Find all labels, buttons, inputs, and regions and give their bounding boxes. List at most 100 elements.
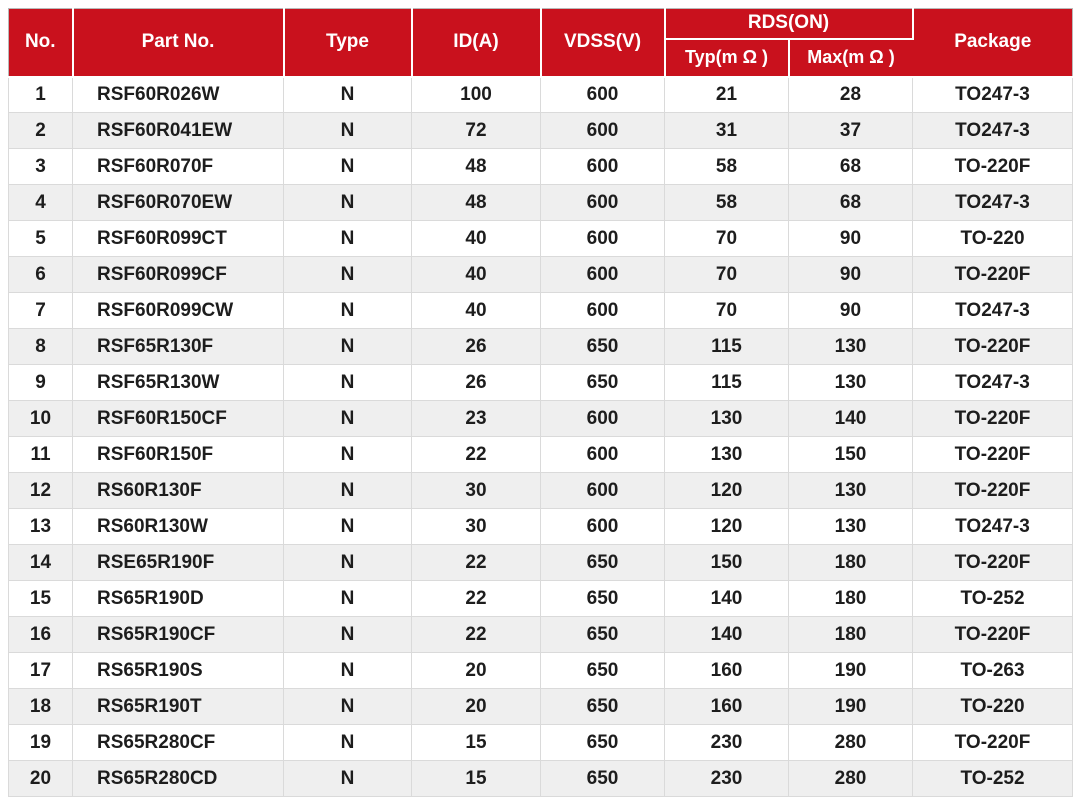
cell-rds-max: 90 <box>788 292 913 329</box>
cell-type: N <box>283 148 412 185</box>
cell-package: TO-220F <box>912 472 1073 509</box>
cell-package: TO-220F <box>912 256 1073 293</box>
col-header-package: Package <box>912 8 1073 78</box>
cell-id-a: 20 <box>411 652 541 689</box>
cell-type: N <box>283 364 412 401</box>
cell-rds-typ: 70 <box>664 256 789 293</box>
cell-part-no: RS65R190S <box>72 652 284 689</box>
cell-type: N <box>283 760 412 797</box>
cell-no: 6 <box>8 256 73 293</box>
cell-part-no: RS65R280CD <box>72 760 284 797</box>
cell-rds-typ: 58 <box>664 148 789 185</box>
cell-type: N <box>283 400 412 437</box>
cell-no: 5 <box>8 220 73 257</box>
cell-rds-typ: 120 <box>664 508 789 545</box>
cell-type: N <box>283 184 412 221</box>
cell-rds-typ: 150 <box>664 544 789 581</box>
cell-type: N <box>283 616 412 653</box>
cell-package: TO-252 <box>912 580 1073 617</box>
table-row: 16 RS65R190CF N 22 650 140 180 TO-220F <box>8 616 1073 653</box>
table-row: 13 RS60R130W N 30 600 120 130 TO247-3 <box>8 508 1073 545</box>
cell-id-a: 72 <box>411 112 541 149</box>
cell-vdss-v: 600 <box>540 184 665 221</box>
cell-rds-max: 28 <box>788 76 913 113</box>
cell-vdss-v: 650 <box>540 760 665 797</box>
cell-type: N <box>283 76 412 113</box>
cell-id-a: 22 <box>411 544 541 581</box>
cell-no: 7 <box>8 292 73 329</box>
cell-no: 15 <box>8 580 73 617</box>
cell-rds-typ: 58 <box>664 184 789 221</box>
table-row: 4 RSF60R070EW N 48 600 58 68 TO247-3 <box>8 184 1073 221</box>
cell-type: N <box>283 688 412 725</box>
cell-type: N <box>283 508 412 545</box>
cell-rds-typ: 115 <box>664 328 789 365</box>
cell-type: N <box>283 256 412 293</box>
cell-package: TO-252 <box>912 760 1073 797</box>
mosfet-parts-table: No. Part No. Type ID(A) VDSS(V) RDS(ON) … <box>8 8 1073 797</box>
cell-type: N <box>283 652 412 689</box>
cell-id-a: 48 <box>411 184 541 221</box>
cell-rds-typ: 230 <box>664 724 789 761</box>
cell-package: TO-220F <box>912 436 1073 473</box>
cell-part-no: RS65R280CF <box>72 724 284 761</box>
cell-part-no: RS65R190T <box>72 688 284 725</box>
cell-rds-max: 130 <box>788 328 913 365</box>
cell-vdss-v: 600 <box>540 400 665 437</box>
cell-type: N <box>283 328 412 365</box>
table-row: 2 RSF60R041EW N 72 600 31 37 TO247-3 <box>8 112 1073 149</box>
cell-package: TO-220F <box>912 148 1073 185</box>
cell-rds-max: 180 <box>788 544 913 581</box>
cell-part-no: RS60R130F <box>72 472 284 509</box>
cell-type: N <box>283 220 412 257</box>
table-row: 12 RS60R130F N 30 600 120 130 TO-220F <box>8 472 1073 509</box>
cell-part-no: RSF60R099CF <box>72 256 284 293</box>
cell-id-a: 30 <box>411 472 541 509</box>
cell-no: 3 <box>8 148 73 185</box>
cell-vdss-v: 650 <box>540 652 665 689</box>
cell-package: TO247-3 <box>912 76 1073 113</box>
cell-part-no: RS60R130W <box>72 508 284 545</box>
table-row: 7 RSF60R099CW N 40 600 70 90 TO247-3 <box>8 292 1073 329</box>
cell-no: 9 <box>8 364 73 401</box>
table-row: 18 RS65R190T N 20 650 160 190 TO-220 <box>8 688 1073 725</box>
cell-no: 10 <box>8 400 73 437</box>
cell-id-a: 40 <box>411 292 541 329</box>
cell-rds-max: 180 <box>788 580 913 617</box>
table-row: 17 RS65R190S N 20 650 160 190 TO-263 <box>8 652 1073 689</box>
cell-rds-typ: 70 <box>664 220 789 257</box>
cell-rds-max: 37 <box>788 112 913 149</box>
cell-no: 4 <box>8 184 73 221</box>
cell-part-no: RSF65R130W <box>72 364 284 401</box>
cell-rds-typ: 160 <box>664 652 789 689</box>
cell-id-a: 22 <box>411 436 541 473</box>
cell-id-a: 15 <box>411 760 541 797</box>
cell-id-a: 22 <box>411 616 541 653</box>
cell-id-a: 100 <box>411 76 541 113</box>
cell-id-a: 15 <box>411 724 541 761</box>
table-row: 5 RSF60R099CT N 40 600 70 90 TO-220 <box>8 220 1073 257</box>
cell-part-no: RSF60R150CF <box>72 400 284 437</box>
cell-no: 19 <box>8 724 73 761</box>
cell-vdss-v: 600 <box>540 148 665 185</box>
cell-rds-max: 90 <box>788 256 913 293</box>
cell-package: TO-220F <box>912 724 1073 761</box>
cell-rds-typ: 140 <box>664 580 789 617</box>
cell-vdss-v: 650 <box>540 544 665 581</box>
cell-vdss-v: 650 <box>540 580 665 617</box>
cell-vdss-v: 600 <box>540 508 665 545</box>
cell-rds-typ: 31 <box>664 112 789 149</box>
cell-no: 16 <box>8 616 73 653</box>
cell-package: TO247-3 <box>912 112 1073 149</box>
cell-rds-typ: 160 <box>664 688 789 725</box>
cell-part-no: RS65R190D <box>72 580 284 617</box>
cell-rds-typ: 70 <box>664 292 789 329</box>
cell-vdss-v: 600 <box>540 292 665 329</box>
cell-no: 8 <box>8 328 73 365</box>
cell-vdss-v: 650 <box>540 328 665 365</box>
cell-id-a: 48 <box>411 148 541 185</box>
cell-package: TO247-3 <box>912 508 1073 545</box>
table-row: 6 RSF60R099CF N 40 600 70 90 TO-220F <box>8 256 1073 293</box>
cell-part-no: RSF60R041EW <box>72 112 284 149</box>
cell-id-a: 26 <box>411 364 541 401</box>
